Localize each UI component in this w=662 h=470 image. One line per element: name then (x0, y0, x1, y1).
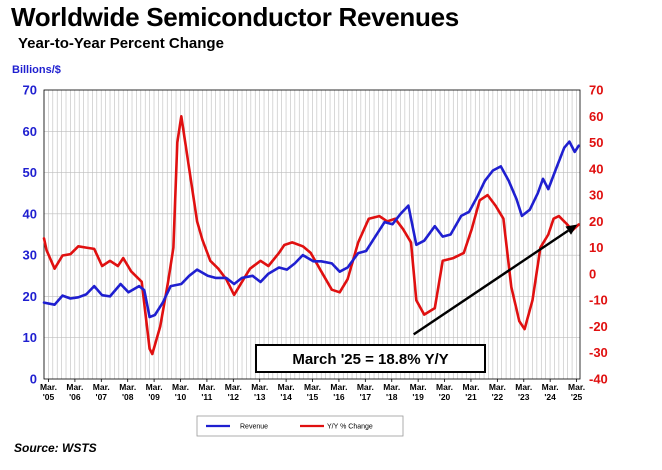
x-tick-label: Mar. (225, 382, 242, 392)
x-tick-label-year: '23 (518, 392, 530, 402)
x-tick-label: Mar. (330, 382, 347, 392)
legend-label: Revenue (240, 424, 268, 431)
series-line-y-y-change (42, 115, 580, 356)
left-tick-label: 20 (23, 289, 37, 304)
x-tick-label-year: '14 (280, 392, 292, 402)
plot-frame (43, 89, 581, 380)
x-tick-label-year: '07 (96, 392, 108, 402)
x-tick-label-year: '22 (492, 392, 504, 402)
chart-subtitle: Year-to-Year Percent Change (18, 35, 224, 52)
x-tick-label: Mar. (198, 382, 215, 392)
x-tick-label: Mar. (172, 382, 189, 392)
x-tick-label: Mar. (462, 382, 479, 392)
x-tick-label-year: '06 (69, 392, 81, 402)
series-layer (42, 115, 580, 356)
x-tick-label: Mar. (40, 382, 57, 392)
chart-axes: 0 10 20 30 40 50 60 70 -40 -30 -20 -10 0 10 20 30 40 50 60… (23, 83, 608, 403)
x-tick-label: Mar. (93, 382, 110, 392)
x-tick-label: Mar. (568, 382, 585, 392)
x-tick-label-year: '25 (571, 392, 583, 402)
chart-title: Worldwide Semiconductor Revenues (11, 2, 459, 32)
x-tick-label: Mar. (146, 382, 163, 392)
right-tick-label: 0 (589, 266, 596, 281)
x-tick-label: Mar. (278, 382, 295, 392)
x-tick-label-year: '18 (386, 392, 398, 402)
left-tick-label: 50 (23, 165, 37, 180)
right-tick-label: 50 (589, 135, 603, 150)
x-tick-label: Mar. (119, 382, 136, 392)
annotation-box (255, 344, 486, 373)
annotation-layer: March '25 = 18.8% Y/Y (255, 224, 578, 373)
left-tick-label: 70 (23, 83, 37, 98)
right-tick-label: -40 (589, 372, 608, 387)
right-tick-label: 60 (589, 109, 603, 124)
x-tick-label-year: '16 (333, 392, 345, 402)
x-tick-label-year: '09 (148, 392, 160, 402)
left-axis-label: Billions/$ (12, 64, 61, 76)
x-tick-label-year: '20 (439, 392, 451, 402)
x-tick-label-year: '10 (175, 392, 187, 402)
x-tick-label-year: '24 (544, 392, 556, 402)
x-tick-label: Mar. (66, 382, 83, 392)
x-tick-label-year: '15 (307, 392, 319, 402)
x-tick-label: Mar. (410, 382, 427, 392)
right-tick-label: -20 (589, 319, 608, 334)
x-tick-label: Mar. (304, 382, 321, 392)
x-tick-label-year: '05 (43, 392, 55, 402)
right-tick-label: 10 (589, 240, 603, 255)
x-tick-label: Mar. (542, 382, 559, 392)
x-tick-label: Mar. (251, 382, 268, 392)
x-tick-label: Mar. (515, 382, 532, 392)
trend-arrow-line (412, 229, 569, 336)
x-tick-label: Mar. (357, 382, 374, 392)
right-tick-label: 40 (589, 161, 603, 176)
series-line-revenue (42, 140, 580, 319)
x-tick-label-year: '21 (465, 392, 477, 402)
left-tick-label: 30 (23, 248, 37, 263)
right-tick-label: 30 (589, 188, 603, 203)
chart-legend: Revenue Y/Y % Change (196, 415, 404, 437)
left-tick-label: 60 (23, 124, 37, 139)
chart-svg: 0 10 20 30 40 50 60 70 -40 -30 -20 -10 0 10 20 30 40 50 60… (23, 83, 608, 437)
right-tick-label: -30 (589, 345, 608, 360)
chart-grid (43, 89, 580, 380)
right-tick-label: -10 (589, 293, 608, 308)
right-tick-label: 20 (589, 214, 603, 229)
x-tick-label-year: '17 (360, 392, 372, 402)
trend-arrow-head (565, 224, 578, 235)
left-tick-label: 40 (23, 206, 37, 221)
x-tick-label-year: '12 (228, 392, 240, 402)
left-tick-label: 10 (23, 330, 37, 345)
x-tick-label-year: '08 (122, 392, 134, 402)
x-tick-label-year: '11 (201, 392, 212, 402)
x-tick-label: Mar. (489, 382, 506, 392)
right-tick-label: 70 (589, 83, 603, 98)
legend-label: Y/Y % Change (327, 424, 373, 431)
x-tick-label-year: '13 (254, 392, 266, 402)
source-note: Source: WSTS (14, 441, 97, 455)
x-tick-label: Mar. (383, 382, 400, 392)
annotation-text: March '25 = 18.8% Y/Y (292, 351, 448, 368)
x-tick-label: Mar. (436, 382, 453, 392)
left-tick-label: 0 (30, 372, 37, 387)
x-tick-label-year: '19 (412, 392, 424, 402)
